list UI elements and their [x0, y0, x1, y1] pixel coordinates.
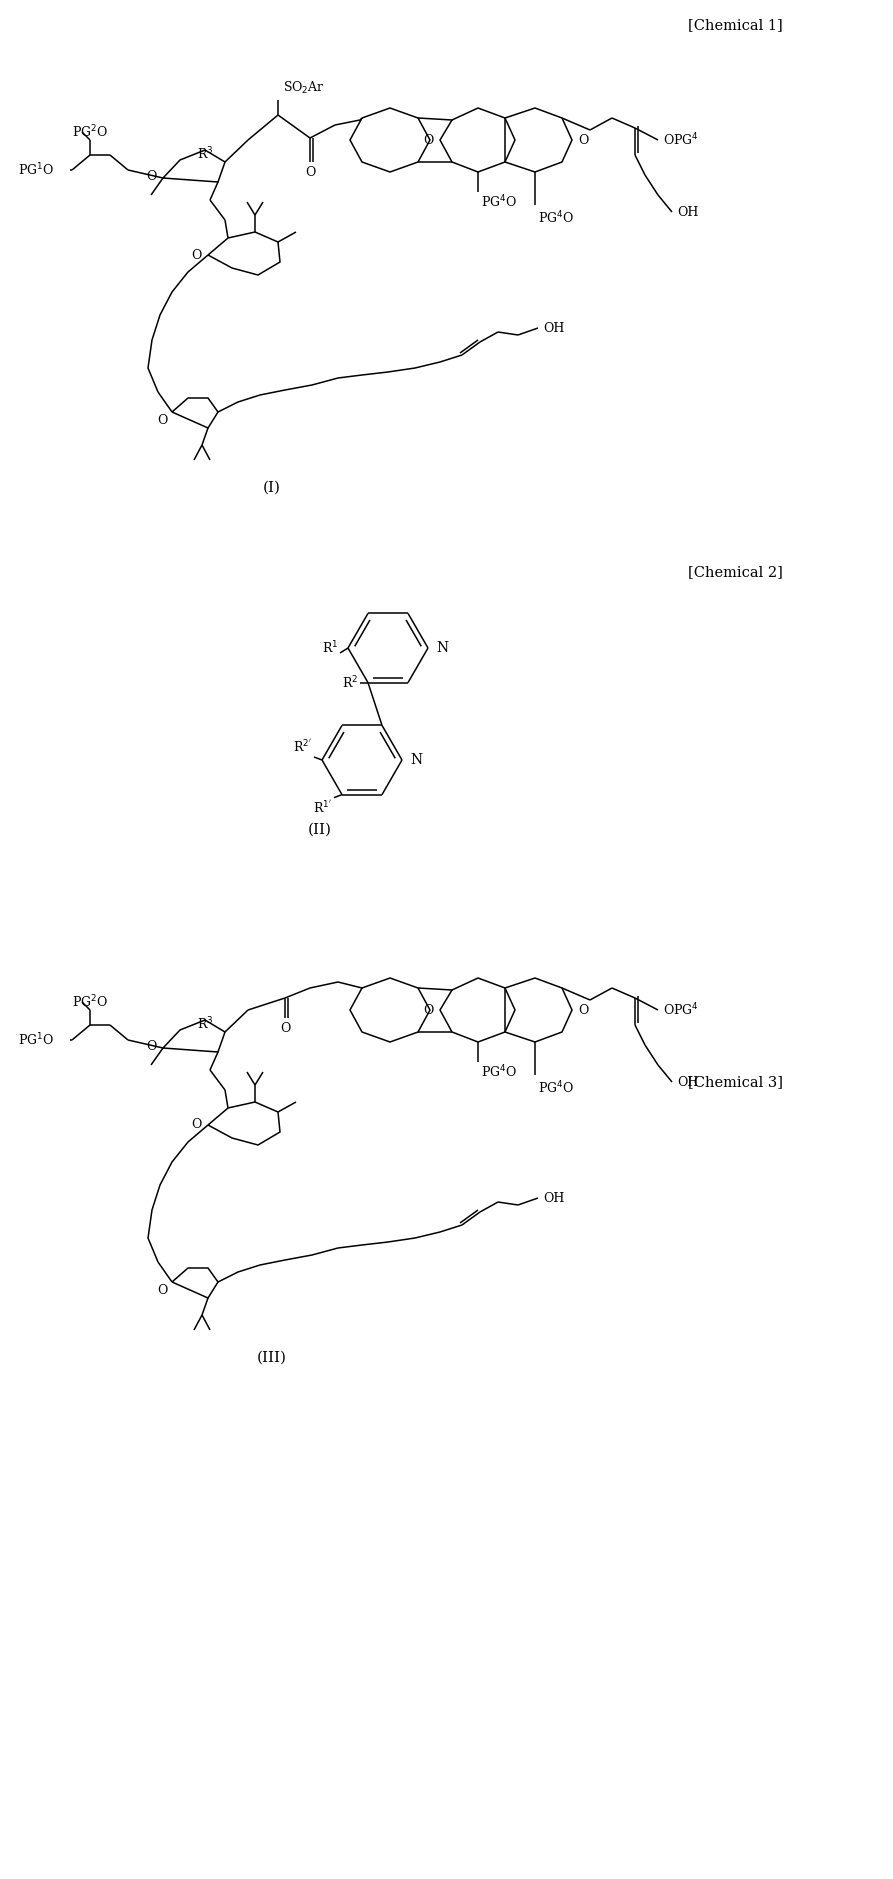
- Text: O: O: [578, 133, 588, 147]
- Text: N: N: [436, 641, 448, 656]
- Text: SO$_2$Ar: SO$_2$Ar: [283, 81, 325, 96]
- Text: O: O: [423, 133, 434, 147]
- Text: PG$^4$O: PG$^4$O: [538, 1080, 574, 1095]
- Text: [Chemical 3]: [Chemical 3]: [688, 1075, 783, 1090]
- Text: R$^3$: R$^3$: [196, 145, 213, 162]
- Text: O: O: [158, 413, 168, 427]
- Text: PG$^4$O: PG$^4$O: [538, 210, 574, 225]
- Text: OH: OH: [677, 205, 698, 218]
- Text: PG$^1$O: PG$^1$O: [18, 1032, 54, 1048]
- Text: R$^2$: R$^2$: [342, 675, 358, 691]
- Text: O: O: [578, 1003, 588, 1017]
- Text: O: O: [305, 165, 315, 179]
- Text: OH: OH: [677, 1075, 698, 1088]
- Text: O: O: [158, 1283, 168, 1297]
- Text: O: O: [146, 1039, 157, 1052]
- Text: OPG$^4$: OPG$^4$: [663, 1002, 698, 1018]
- Text: [Chemical 2]: [Chemical 2]: [689, 566, 783, 579]
- Text: R$^1$: R$^1$: [321, 639, 338, 656]
- Text: PG$^1$O: PG$^1$O: [18, 162, 54, 179]
- Text: PG$^4$O: PG$^4$O: [481, 1064, 517, 1080]
- Text: OH: OH: [543, 1191, 564, 1204]
- Text: [Chemical 1]: [Chemical 1]: [689, 19, 783, 32]
- Text: PG$^2$O: PG$^2$O: [72, 994, 108, 1011]
- Text: (II): (II): [308, 823, 332, 836]
- Text: PG$^2$O: PG$^2$O: [72, 124, 108, 141]
- Text: OPG$^4$: OPG$^4$: [663, 132, 698, 148]
- Text: O: O: [423, 1003, 434, 1017]
- Text: PG$^4$O: PG$^4$O: [481, 194, 517, 210]
- Text: O: O: [192, 248, 202, 261]
- Text: N: N: [410, 753, 422, 767]
- Text: (I): (I): [263, 481, 281, 494]
- Text: R$^3$: R$^3$: [196, 1015, 213, 1032]
- Text: (III): (III): [257, 1351, 287, 1364]
- Text: R$^{2'}$: R$^{2'}$: [293, 738, 312, 755]
- Text: OH: OH: [543, 321, 564, 334]
- Text: O: O: [280, 1022, 290, 1035]
- Text: O: O: [192, 1118, 202, 1131]
- Text: O: O: [146, 169, 157, 182]
- Text: R$^{1'}$: R$^{1'}$: [313, 800, 332, 815]
